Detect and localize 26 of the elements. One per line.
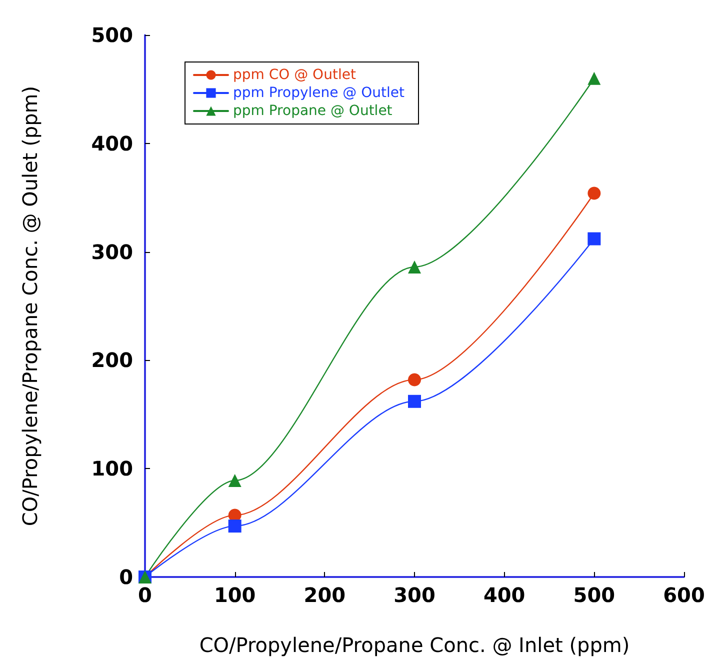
y-tick-label: 0 [119, 565, 133, 589]
point [588, 232, 601, 246]
y-tick-label: 500 [91, 23, 133, 47]
point [228, 474, 242, 488]
x-tick-label: 400 [483, 583, 526, 607]
point [408, 260, 421, 274]
legend-label: ppm CO @ Outlet [233, 67, 356, 83]
point [588, 72, 601, 85]
x-tick-label: 200 [304, 583, 346, 607]
x-tick-label: 0 [138, 583, 152, 607]
x-tick-label: 500 [573, 583, 616, 607]
x-tick-label: 300 [394, 583, 436, 607]
legend-label: ppm Propane @ Outlet [233, 103, 393, 119]
x-tick-label: 600 [663, 583, 705, 607]
y-tick-label: 400 [91, 131, 133, 156]
x-tick-label: 100 [214, 583, 256, 607]
point [228, 520, 242, 533]
x-axis-title: CO/Propylene/Propane Conc. @ Inlet (ppm) [199, 633, 630, 657]
legend-label: ppm Propylene @ Outlet [233, 85, 406, 101]
y-tick-label: 300 [91, 240, 133, 264]
y-tick-label: 200 [91, 348, 133, 372]
y-tick-label: 100 [91, 456, 133, 481]
point [408, 373, 421, 386]
y-axis-title: CO/Propylene/Propane Conc. @ Oulet (ppm) [18, 86, 42, 526]
point [588, 186, 601, 200]
point [408, 394, 421, 408]
